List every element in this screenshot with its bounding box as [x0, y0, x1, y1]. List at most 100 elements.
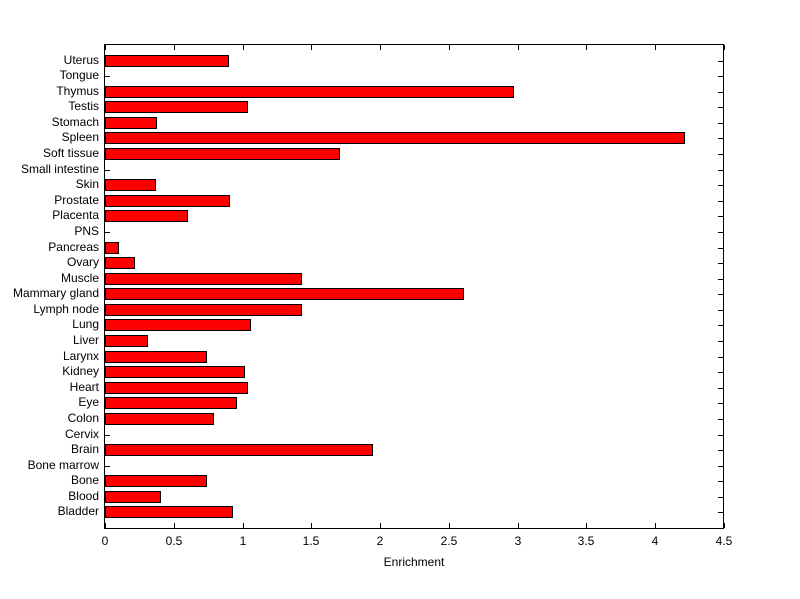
bar-spleen	[105, 132, 685, 144]
bar-liver	[105, 335, 148, 347]
x-tick-bottom	[586, 523, 587, 528]
x-tick-top	[449, 45, 450, 50]
bar-skin	[105, 179, 156, 191]
x-tick-top	[586, 45, 587, 50]
x-tick-label: 3.5	[577, 534, 595, 548]
y-tick-right	[718, 294, 723, 295]
y-label-muscle: Muscle	[60, 271, 99, 285]
y-tick-right	[718, 372, 723, 373]
y-label-soft-tissue: Soft tissue	[42, 146, 99, 160]
bar-placenta	[105, 210, 188, 222]
bar-kidney	[105, 366, 245, 378]
bar-lymph-node	[105, 304, 302, 316]
y-tick-right	[718, 248, 723, 249]
x-tick-top	[311, 45, 312, 50]
x-tick-top	[243, 45, 244, 50]
y-label-eye: Eye	[78, 395, 99, 409]
y-label-cervix: Cervix	[64, 427, 99, 441]
y-label-lymph-node: Lymph node	[33, 302, 99, 316]
bar-mammary-gland	[105, 288, 464, 300]
x-tick-label: 4	[651, 534, 659, 548]
y-tick-right	[718, 76, 723, 77]
x-tick-bottom	[449, 523, 450, 528]
x-tick-bottom	[518, 523, 519, 528]
y-label-bladder: Bladder	[57, 504, 99, 518]
bar-bladder	[105, 506, 233, 518]
bar-testis	[105, 101, 248, 113]
x-tick-bottom	[243, 523, 244, 528]
bar-pancreas	[105, 242, 119, 254]
bar-colon	[105, 413, 214, 425]
y-label-stomach: Stomach	[51, 115, 99, 129]
x-tick-label: 1.5	[302, 534, 320, 548]
y-tick-left	[105, 232, 110, 233]
x-tick-label: 4.5	[715, 534, 733, 548]
x-tick-bottom	[380, 523, 381, 528]
y-label-bone: Bone	[70, 473, 99, 487]
y-label-kidney: Kidney	[62, 364, 99, 378]
bar-larynx	[105, 351, 207, 363]
bar-soft-tissue	[105, 148, 340, 160]
y-label-heart: Heart	[69, 380, 99, 394]
bar-uterus	[105, 55, 229, 67]
y-tick-right	[718, 497, 723, 498]
x-tick-label: 2.5	[440, 534, 458, 548]
y-tick-left	[105, 466, 110, 467]
bar-eye	[105, 397, 237, 409]
x-tick-bottom	[311, 523, 312, 528]
y-tick-right	[718, 419, 723, 420]
x-axis-title: Enrichment	[383, 555, 445, 569]
y-tick-left	[105, 170, 110, 171]
y-label-spleen: Spleen	[61, 130, 99, 144]
y-tick-left	[105, 76, 110, 77]
y-tick-right	[718, 185, 723, 186]
y-label-lung: Lung	[72, 317, 99, 331]
y-tick-right	[718, 466, 723, 467]
y-label-larynx: Larynx	[62, 349, 99, 363]
y-tick-right	[718, 325, 723, 326]
x-tick-label: 2	[376, 534, 384, 548]
bar-brain	[105, 444, 373, 456]
bar-lung	[105, 319, 251, 331]
bar-ovary	[105, 257, 135, 269]
y-tick-left	[105, 435, 110, 436]
y-label-ovary: Ovary	[66, 255, 99, 269]
x-tick-label: 0	[101, 534, 109, 548]
bar-bone	[105, 475, 207, 487]
y-tick-right	[718, 279, 723, 280]
y-tick-right	[718, 450, 723, 451]
y-label-small-intestine: Small intestine	[20, 162, 99, 176]
y-label-thymus: Thymus	[56, 84, 99, 98]
x-tick-top	[380, 45, 381, 50]
x-tick-bottom	[174, 523, 175, 528]
y-tick-right	[718, 512, 723, 513]
bar-blood	[105, 491, 161, 503]
y-tick-right	[718, 170, 723, 171]
y-tick-right	[718, 403, 723, 404]
bar-stomach	[105, 117, 157, 129]
y-tick-right	[718, 481, 723, 482]
y-tick-right	[718, 138, 723, 139]
x-tick-bottom	[724, 523, 725, 528]
y-tick-right	[718, 154, 723, 155]
y-label-pns: PNS	[74, 224, 99, 238]
y-label-colon: Colon	[67, 411, 99, 425]
y-tick-right	[718, 263, 723, 264]
bar-muscle	[105, 273, 302, 285]
y-label-liver: Liver	[72, 333, 99, 347]
y-tick-right	[718, 92, 723, 93]
y-label-mammary-gland: Mammary gland	[12, 286, 99, 300]
y-label-skin: Skin	[75, 177, 99, 191]
x-tick-label: 0.5	[165, 534, 183, 548]
plot-area	[104, 44, 725, 529]
x-tick-label: 3	[514, 534, 522, 548]
x-tick-bottom	[655, 523, 656, 528]
y-tick-right	[718, 123, 723, 124]
y-tick-right	[718, 435, 723, 436]
y-label-brain: Brain	[70, 442, 99, 456]
y-tick-right	[718, 216, 723, 217]
y-tick-right	[718, 388, 723, 389]
y-tick-right	[718, 201, 723, 202]
y-label-blood: Blood	[68, 489, 99, 503]
y-label-uterus: Uterus	[63, 53, 99, 67]
